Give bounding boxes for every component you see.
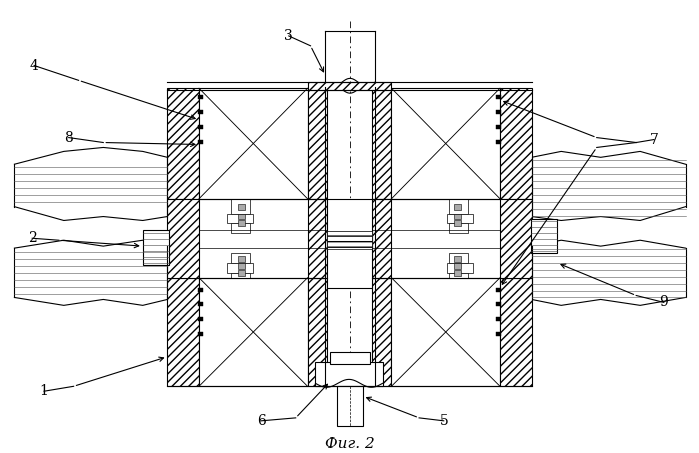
Bar bbox=[449, 253, 468, 263]
Bar bbox=[454, 221, 461, 226]
Bar bbox=[391, 278, 500, 386]
Bar bbox=[496, 288, 501, 292]
Bar bbox=[308, 278, 327, 386]
Bar bbox=[449, 223, 468, 233]
Bar bbox=[308, 88, 327, 199]
Bar bbox=[308, 82, 391, 90]
Bar bbox=[449, 273, 468, 278]
Bar bbox=[238, 221, 245, 226]
Bar bbox=[500, 88, 531, 199]
Bar bbox=[168, 278, 199, 386]
Bar bbox=[372, 88, 391, 199]
Text: 4: 4 bbox=[30, 58, 38, 72]
Bar bbox=[447, 263, 473, 273]
Bar bbox=[500, 199, 531, 278]
Bar bbox=[496, 303, 501, 306]
Bar bbox=[496, 332, 501, 336]
Bar bbox=[198, 288, 203, 292]
Text: 5: 5 bbox=[440, 414, 448, 428]
Bar bbox=[198, 332, 203, 336]
Bar bbox=[198, 317, 203, 321]
Bar bbox=[372, 199, 391, 278]
Bar bbox=[391, 88, 500, 199]
Bar bbox=[330, 352, 370, 364]
Bar bbox=[198, 95, 203, 99]
Bar bbox=[238, 204, 245, 210]
Bar bbox=[198, 125, 203, 129]
Bar bbox=[454, 204, 461, 210]
Bar bbox=[315, 361, 382, 386]
Text: 7: 7 bbox=[649, 133, 658, 147]
Bar bbox=[226, 213, 253, 223]
Bar bbox=[238, 256, 245, 262]
Bar bbox=[226, 263, 253, 273]
Bar bbox=[231, 253, 250, 263]
Bar bbox=[500, 278, 531, 386]
Bar bbox=[454, 213, 461, 220]
Text: 6: 6 bbox=[257, 414, 266, 428]
Bar bbox=[454, 256, 461, 262]
Bar bbox=[143, 231, 169, 265]
Bar bbox=[496, 95, 501, 99]
Bar bbox=[199, 278, 308, 386]
Text: Фиг. 2: Фиг. 2 bbox=[325, 437, 375, 451]
Bar bbox=[496, 125, 501, 129]
Bar bbox=[238, 270, 245, 276]
Bar bbox=[496, 110, 501, 114]
Bar bbox=[454, 263, 461, 269]
Bar bbox=[447, 213, 473, 223]
Text: 9: 9 bbox=[659, 295, 668, 309]
Bar bbox=[496, 140, 501, 144]
Bar bbox=[238, 263, 245, 269]
Bar bbox=[198, 303, 203, 306]
Bar bbox=[337, 386, 363, 426]
Bar bbox=[199, 88, 308, 199]
Bar bbox=[449, 199, 468, 213]
Bar bbox=[496, 317, 501, 321]
Bar bbox=[168, 199, 199, 278]
Bar bbox=[327, 199, 372, 288]
Bar bbox=[198, 140, 203, 144]
Text: 1: 1 bbox=[40, 384, 48, 398]
Bar bbox=[372, 278, 391, 386]
Bar bbox=[531, 218, 557, 253]
Bar bbox=[231, 223, 250, 233]
Text: 8: 8 bbox=[64, 130, 73, 145]
Bar bbox=[327, 231, 372, 249]
Text: 2: 2 bbox=[28, 231, 36, 245]
Bar bbox=[168, 88, 199, 199]
Bar bbox=[238, 213, 245, 220]
Text: 3: 3 bbox=[284, 29, 293, 43]
Bar bbox=[454, 270, 461, 276]
Bar bbox=[198, 110, 203, 114]
Bar bbox=[231, 273, 250, 278]
Bar bbox=[231, 199, 250, 213]
Bar bbox=[308, 199, 327, 278]
